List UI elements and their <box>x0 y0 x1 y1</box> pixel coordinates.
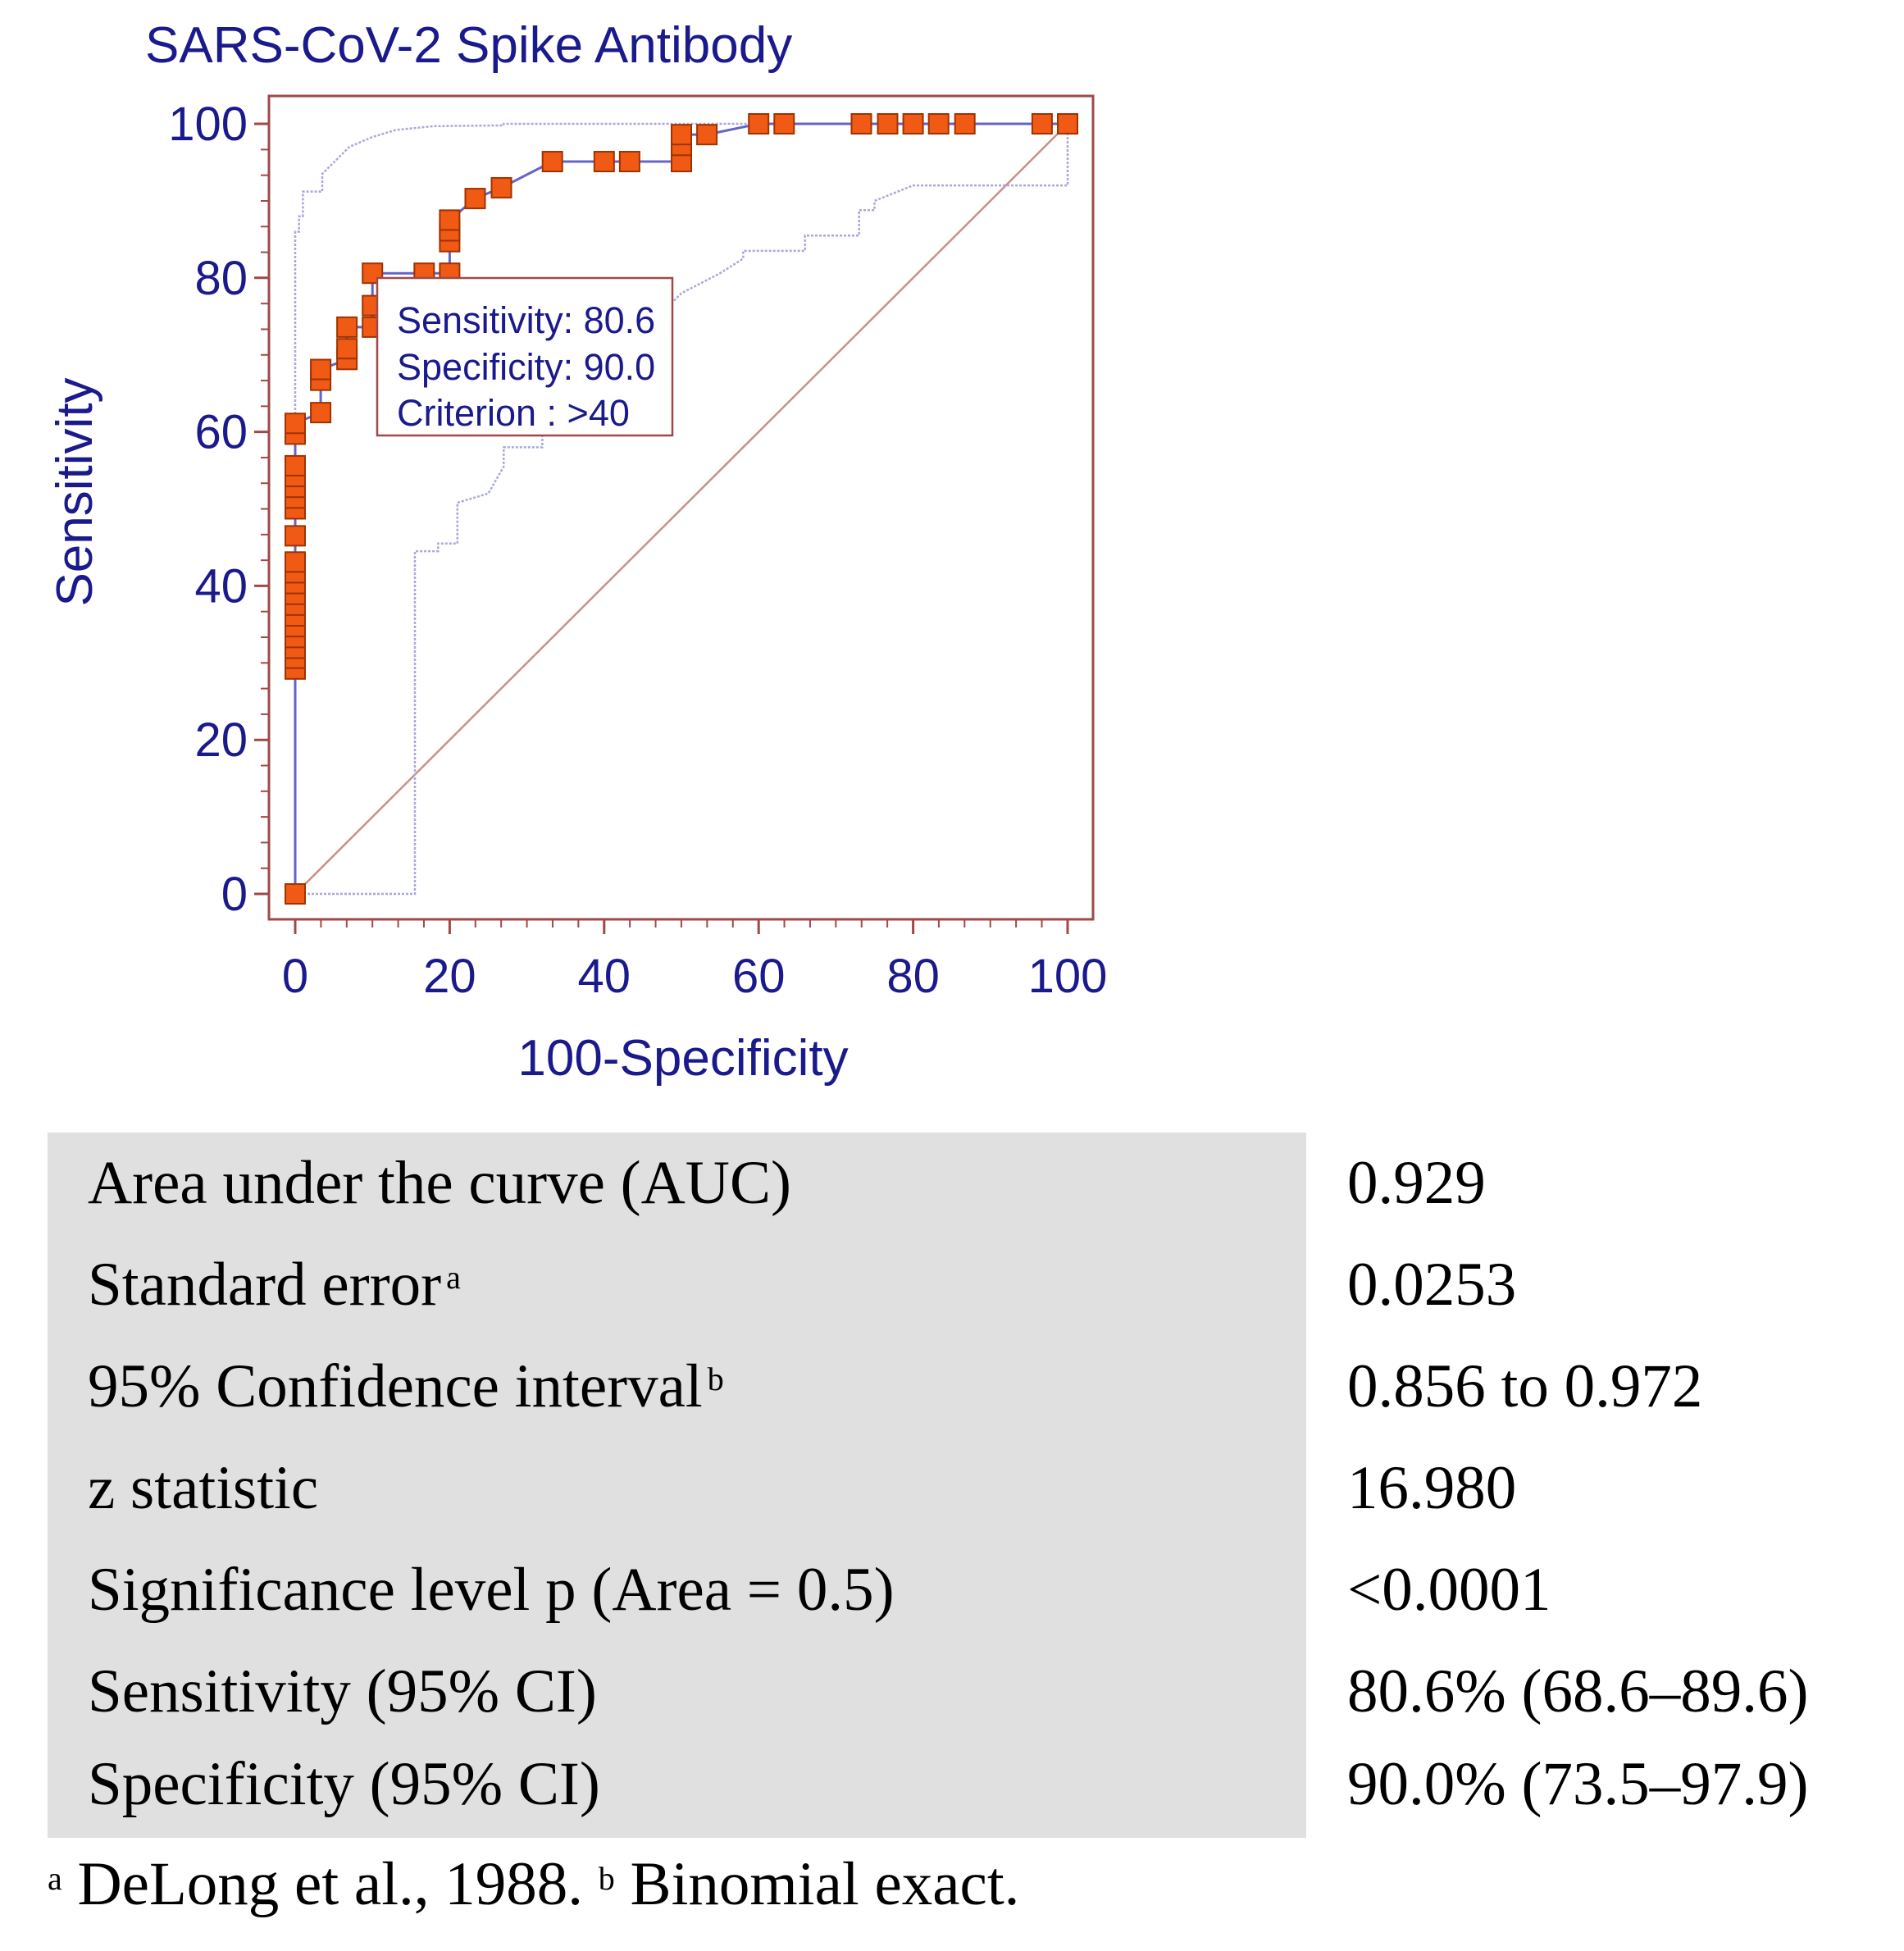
footnote-text-b: Binomial exact. <box>614 1850 1020 1918</box>
roc-point-marker <box>336 338 358 360</box>
stat-value: 0.929 <box>1347 1149 1486 1217</box>
stat-label: Significance level p (Area = 0.5) <box>88 1556 895 1624</box>
footnote-marker: b <box>707 1361 724 1397</box>
criterion-tooltip: Sensitivity: 80.6 Specificity: 90.0 Crit… <box>376 276 674 437</box>
roc-point-marker <box>541 151 563 173</box>
y-axis <box>254 96 271 919</box>
roc-point-marker <box>773 113 795 134</box>
y-tick-label: 60 <box>194 406 248 459</box>
footnote: a DeLong et al., 1988. b Binomial exact. <box>48 1849 1019 1920</box>
roc-point-marker <box>285 454 306 476</box>
x-tick-labels: 0 20 40 60 80 100 <box>282 950 1108 1003</box>
x-axis-label: 100-Specificity <box>517 1030 848 1087</box>
stat-row-z-statistic: z statistic 16.980 <box>0 1445 1904 1547</box>
y-tick-labels: 0 20 40 60 80 100 <box>168 98 248 921</box>
footnote-mark-a: a <box>48 1860 62 1897</box>
footnote-mark-b: b <box>598 1860 615 1897</box>
y-tick-label: 0 <box>221 868 248 921</box>
stat-row-specificity: Specificity (95% CI) 90.0% (73.5–97.9) <box>0 1741 1904 1843</box>
roc-markers <box>285 113 1078 905</box>
roc-chart: SARS-CoV-2 Spike Antibody 0 20 40 60 80 100 0… <box>47 17 1108 1087</box>
x-tick-label: 20 <box>423 950 476 1003</box>
roc-point-marker <box>285 413 306 435</box>
roc-point-marker <box>954 113 976 134</box>
roc-point-marker <box>1057 113 1078 134</box>
roc-point-marker <box>285 883 306 905</box>
stat-value: 16.980 <box>1347 1454 1517 1522</box>
y-tick-label: 20 <box>194 713 248 767</box>
roc-point-marker <box>902 113 924 134</box>
roc-point-marker <box>696 124 718 146</box>
footnote-marker: a <box>446 1259 461 1296</box>
roc-point-marker <box>748 113 770 134</box>
roc-point-marker <box>310 358 332 381</box>
x-tick-label: 80 <box>886 950 940 1003</box>
roc-point-marker <box>850 113 872 134</box>
x-tick-label: 0 <box>282 950 308 1003</box>
stat-label: Sensitivity (95% CI) <box>88 1657 597 1725</box>
stat-value: 80.6% (68.6–89.6) <box>1347 1657 1809 1725</box>
stat-label: Area under the curve (AUC) <box>88 1149 791 1217</box>
roc-point-marker <box>927 113 950 134</box>
roc-point-marker <box>285 551 306 573</box>
chart-title: SARS-CoV-2 Spike Antibody <box>145 17 792 74</box>
stat-row-auc: Area under the curve (AUC) 0.929 <box>0 1140 1904 1242</box>
stat-label: z statistic <box>88 1454 319 1522</box>
stat-label: 95% Confidence interval b <box>88 1352 724 1420</box>
roc-point-marker <box>310 402 332 424</box>
stat-value: <0.0001 <box>1347 1556 1551 1624</box>
tooltip-frame <box>376 276 674 437</box>
stat-label: Specificity (95% CI) <box>88 1750 600 1818</box>
stats-table-background <box>48 1133 1306 1838</box>
y-tick-label: 100 <box>168 98 248 151</box>
roc-point-marker <box>464 188 486 210</box>
roc-point-marker <box>1031 113 1053 134</box>
y-axis-label: Sensitivity <box>47 377 103 606</box>
y-tick-label: 40 <box>194 559 248 613</box>
roc-point-marker <box>439 209 461 231</box>
tooltip-sensitivity: Sensitivity: 80.6 <box>397 299 655 341</box>
stat-row-standard-error: Standard error a 0.0253 <box>0 1242 1904 1343</box>
stat-row-confidence-interval: 95% Confidence interval b 0.856 to 0.972 <box>0 1343 1904 1445</box>
x-tick-label: 100 <box>1028 950 1108 1003</box>
x-axis <box>269 918 1093 934</box>
footnote-text-a: DeLong et al., 1988. <box>61 1850 599 1918</box>
series-layer <box>294 122 1069 896</box>
tooltip-specificity: Specificity: 90.0 <box>397 346 655 388</box>
stat-label: Standard error a <box>88 1251 461 1319</box>
roc-point-marker <box>336 316 358 338</box>
roc-point-marker <box>671 124 692 146</box>
x-tick-label: 60 <box>732 950 786 1003</box>
stat-row-significance: Significance level p (Area = 0.5) <0.000… <box>0 1547 1904 1648</box>
stat-row-sensitivity: Sensitivity (95% CI) 80.6% (68.6–89.6) <box>0 1648 1904 1750</box>
roc-point-marker <box>285 476 306 499</box>
roc-point-marker <box>618 151 640 173</box>
stat-value: 90.0% (73.5–97.9) <box>1347 1750 1809 1818</box>
roc-point-marker <box>593 151 615 173</box>
roc-point-marker <box>490 176 512 198</box>
tooltip-criterion: Criterion : >40 <box>397 392 630 434</box>
roc-point-marker <box>877 113 899 134</box>
series-line-95-ci-upper <box>294 122 1068 894</box>
roc-point-marker <box>285 525 306 547</box>
x-tick-label: 40 <box>578 950 631 1003</box>
y-tick-label: 80 <box>194 252 248 305</box>
series-line-reference-line <box>294 123 1068 895</box>
stat-value: 0.0253 <box>1347 1251 1517 1319</box>
stat-value: 0.856 to 0.972 <box>1347 1352 1703 1420</box>
